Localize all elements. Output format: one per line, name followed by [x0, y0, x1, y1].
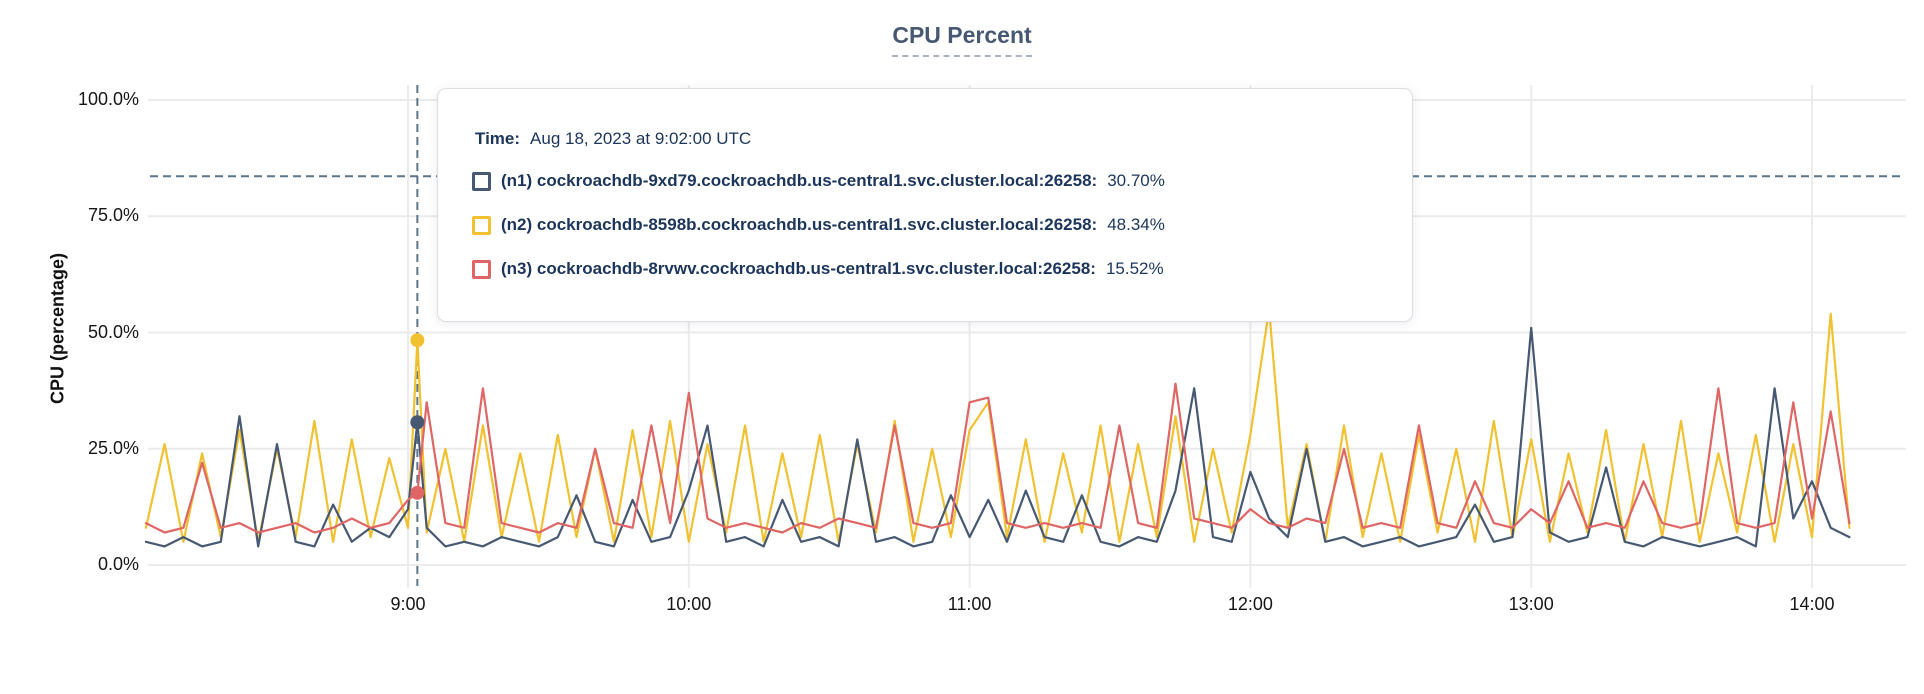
x-tick-1300: 13:00 [1508, 594, 1554, 614]
x-tick-1200: 12:00 [1227, 594, 1273, 614]
tooltip-time-row: Time: Aug 18, 2023 at 9:02:00 UTC [472, 129, 1378, 149]
n1-series-swatch-icon [472, 171, 491, 191]
legend-row-n2: (n2) cockroachdb-8598b.cockroachdb.us-ce… [472, 215, 1378, 235]
x-tick-1100: 11:00 [947, 594, 992, 614]
x-tick-1400: 14:00 [1789, 594, 1835, 614]
n2-series-name: (n2) cockroachdb-8598b.cockroachdb.us-ce… [501, 215, 1098, 234]
legend-row-n1: (n1) cockroachdb-9xd79.cockroachdb.us-ce… [472, 171, 1378, 191]
legend-row-n3: (n3) cockroachdb-8rvwv.cockroachdb.us-ce… [472, 259, 1378, 279]
n3-series-swatch-icon [472, 259, 491, 279]
n1-series-name: (n1) cockroachdb-9xd79.cockroachdb.us-ce… [501, 171, 1098, 190]
x-tick-0900: 9:00 [390, 594, 426, 614]
chart-title[interactable]: CPU Percent [892, 22, 1032, 57]
y-tick-100: 100.0% [77, 89, 139, 109]
chart-title-row: CPU Percent [0, 22, 1924, 57]
n3-series-value: 15.52% [1105, 259, 1164, 278]
y-tick-75: 75.0% [87, 205, 139, 226]
y-tick-50: 50.0% [87, 321, 139, 342]
n2-series-value: 48.34% [1107, 215, 1165, 234]
x-tick-1000: 10:00 [666, 594, 712, 614]
tooltip-time-label: Time: [475, 129, 521, 148]
tooltip-time-value: Aug 18, 2023 at 9:02:00 UTC [530, 129, 752, 148]
y-tick-25: 25.0% [87, 437, 139, 458]
n3-series-name: (n3) cockroachdb-8rvwv.cockroachdb.us-ce… [501, 259, 1096, 278]
hover-tooltip: Time: Aug 18, 2023 at 9:02:00 UTC (n1) co… [437, 88, 1413, 322]
n1-series-value: 30.70% [1107, 171, 1165, 190]
n2-series-swatch-icon [472, 215, 491, 235]
y-tick-0: 0.0% [97, 554, 139, 574]
